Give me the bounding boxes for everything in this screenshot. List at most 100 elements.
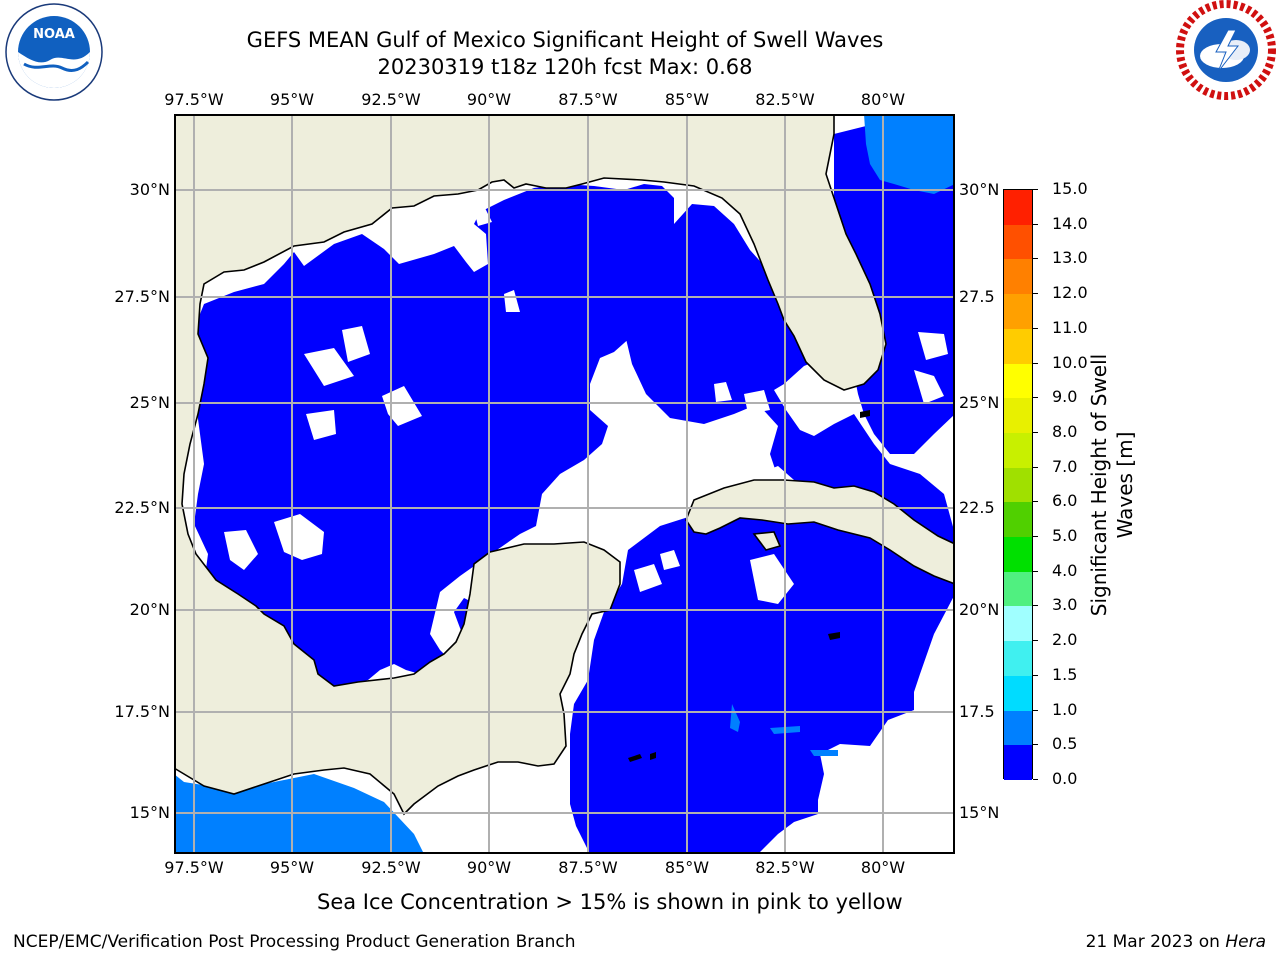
lon-tick-top: 82.5°W bbox=[755, 90, 815, 109]
lat-tick-right: 22.5 bbox=[959, 498, 995, 517]
lon-tick-bottom: 85°W bbox=[664, 858, 710, 877]
colorbar-tick bbox=[1033, 674, 1038, 676]
colorbar-tick-label: 2.0 bbox=[1052, 630, 1078, 650]
footer-date-text: 21 Mar 2023 on bbox=[1085, 932, 1226, 952]
colorbar-segment bbox=[1004, 675, 1032, 711]
lon-tick-top: 95°W bbox=[269, 90, 315, 109]
colorbar-segment bbox=[1004, 710, 1032, 746]
colorbar-tick-labels: 0.0 0.5 1.0 1.5 2.0 3.0 4.0 5.0 6.0 7.0 8.0 9.0 10.0… bbox=[1033, 179, 1120, 790]
map-frame bbox=[174, 114, 955, 854]
lon-tick-top: 87.5°W bbox=[558, 90, 618, 109]
sea-ice-note: Sea Ice Concentration > 15% is shown in … bbox=[317, 890, 903, 914]
lon-tick-bottom: 87.5°W bbox=[558, 858, 618, 877]
colorbar-tick-label: 12.0 bbox=[1052, 283, 1088, 303]
colorbar-tick bbox=[1033, 501, 1038, 503]
lat-tick-left: 25°N bbox=[129, 393, 170, 412]
lon-tick-bottom: 95°W bbox=[269, 858, 315, 877]
small-islands bbox=[628, 410, 870, 762]
lon-tick-top: 90°W bbox=[466, 90, 512, 109]
colorbar-segment bbox=[1004, 502, 1032, 538]
colorbar-tick bbox=[1033, 362, 1038, 364]
lon-tick-top: 92.5°W bbox=[361, 90, 421, 109]
colorbar-tick bbox=[1033, 189, 1038, 190]
lon-tick-bottom: 97.5°W bbox=[164, 858, 224, 877]
lon-tick-top: 85°W bbox=[664, 90, 710, 109]
colorbar-tick-label: 5.0 bbox=[1052, 526, 1078, 546]
lat-tick-left: 30°N bbox=[129, 180, 170, 199]
colorbar-tick-label: 4.0 bbox=[1052, 560, 1078, 580]
colorbar-tick bbox=[1033, 605, 1038, 607]
lat-tick-right: 25°N bbox=[959, 393, 1000, 412]
colorbar-tick bbox=[1033, 223, 1038, 225]
swell-height-map bbox=[174, 114, 955, 854]
colorbar-tick-label: 7.0 bbox=[1052, 456, 1078, 476]
lon-tick-bottom: 82.5°W bbox=[755, 858, 815, 877]
colorbar-tick bbox=[1033, 536, 1038, 538]
colorbar-tick bbox=[1033, 640, 1038, 642]
footer-credit: NCEP/EMC/Verification Post Processing Pr… bbox=[13, 932, 576, 952]
noaa-logo-icon: NOAA bbox=[5, 3, 103, 101]
lon-tick-bottom: 80°W bbox=[860, 858, 906, 877]
colorbar-tick-label: 0.0 bbox=[1052, 769, 1078, 788]
colorbar-segment bbox=[1004, 294, 1032, 329]
colorbar-tick-label: 6.0 bbox=[1052, 491, 1078, 511]
colorbar-tick bbox=[1033, 258, 1038, 260]
colorbar-segment bbox=[1004, 745, 1032, 780]
lat-tick-left: 15°N bbox=[129, 803, 170, 822]
colorbar-segment bbox=[1004, 606, 1032, 642]
colorbar-tick bbox=[1033, 466, 1038, 468]
swell-0-0.5-region bbox=[194, 114, 955, 854]
colorbar-segment bbox=[1004, 190, 1032, 225]
lat-tick-left: 22.5°N bbox=[114, 498, 170, 517]
map-subtitle: 20230319 t18z 120h fcst Max: 0.68 bbox=[377, 55, 753, 79]
lat-tick-right: 15°N bbox=[959, 803, 1000, 822]
lat-tick-right: 30°N bbox=[959, 180, 1000, 199]
colorbar-segment bbox=[1004, 328, 1032, 364]
colorbar-tick-label: 15.0 bbox=[1052, 179, 1088, 198]
noaa-logo-text: NOAA bbox=[33, 27, 75, 42]
colorbar-tick-label: 8.0 bbox=[1052, 421, 1078, 441]
colorbar-tick bbox=[1033, 431, 1038, 433]
colorbar-tick-label: 1.5 bbox=[1052, 664, 1078, 684]
colorbar bbox=[1003, 189, 1033, 780]
colorbar-tick-label: 11.0 bbox=[1052, 317, 1088, 337]
lat-tick-right: 27.5 bbox=[959, 287, 995, 306]
colorbar-tick bbox=[1033, 293, 1038, 295]
footer-date: 21 Mar 2023 on Hera bbox=[1086, 932, 1266, 952]
lon-tick-bottom: 90°W bbox=[466, 858, 512, 877]
footer-host: Hera bbox=[1225, 932, 1266, 952]
colorbar-tick bbox=[1033, 327, 1038, 329]
colorbar-segment bbox=[1004, 641, 1032, 676]
colorbar-tick bbox=[1033, 744, 1038, 746]
colorbar-tick-label: 3.0 bbox=[1052, 595, 1078, 615]
colorbar-tick-label: 1.0 bbox=[1052, 699, 1078, 719]
colorbar-tick bbox=[1033, 709, 1038, 711]
colorbar-tick-label: 0.5 bbox=[1052, 734, 1078, 754]
colorbar-tick bbox=[1033, 570, 1038, 572]
land-masses bbox=[174, 114, 955, 816]
lat-tick-left: 27.5°N bbox=[114, 287, 170, 306]
colorbar-segment bbox=[1004, 432, 1032, 468]
graticule bbox=[174, 114, 955, 854]
colorbar-segment bbox=[1004, 363, 1032, 399]
lon-tick-bottom: 92.5°W bbox=[361, 858, 421, 877]
colorbar-tick bbox=[1033, 779, 1038, 780]
lat-tick-left: 17.5°N bbox=[114, 702, 170, 721]
lat-tick-right: 20°N bbox=[959, 600, 1000, 619]
colorbar-tick-label: 9.0 bbox=[1052, 387, 1078, 407]
colorbar-tick bbox=[1033, 397, 1038, 399]
lat-tick-left: 20°N bbox=[129, 600, 170, 619]
colorbar-tick-label: 10.0 bbox=[1052, 352, 1088, 372]
colorbar-segment bbox=[1004, 398, 1032, 433]
lon-tick-top: 97.5°W bbox=[164, 90, 224, 109]
nws-logo-icon bbox=[1176, 0, 1276, 100]
colorbar-tick-label: 13.0 bbox=[1052, 248, 1088, 268]
lon-tick-top: 80°W bbox=[860, 90, 906, 109]
colorbar-segment bbox=[1004, 259, 1032, 295]
colorbar-segment bbox=[1004, 537, 1032, 572]
colorbar-segment bbox=[1004, 224, 1032, 260]
lat-tick-right: 17.5 bbox=[959, 702, 995, 721]
colorbar-segment bbox=[1004, 571, 1032, 607]
colorbar-tick-label: 14.0 bbox=[1052, 213, 1088, 233]
colorbar-label: Significant Height of Swell Waves [m] bbox=[1087, 353, 1137, 617]
